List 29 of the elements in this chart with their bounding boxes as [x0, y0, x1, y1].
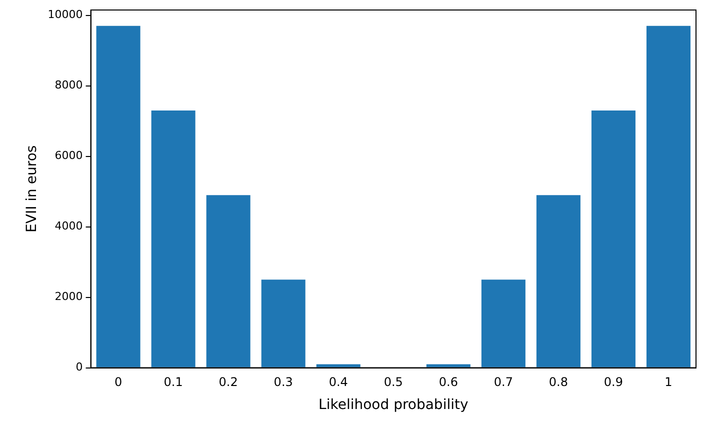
y-tick-label: 10000 — [48, 8, 83, 22]
x-tick-label: 0.8 — [548, 375, 568, 390]
y-tick-label: 6000 — [54, 149, 83, 162]
x-tick-label: 0.6 — [438, 375, 458, 390]
y-tick-label: 4000 — [54, 220, 83, 233]
x-tick-label: 0.3 — [274, 375, 293, 390]
x-tick-label: 0.9 — [604, 375, 624, 390]
x-tick-label: 0.2 — [218, 375, 238, 390]
bar — [151, 110, 196, 368]
bar — [481, 280, 526, 368]
x-tick-label: 0.7 — [494, 375, 513, 390]
bar — [591, 110, 636, 368]
bar — [536, 195, 580, 368]
bar — [261, 280, 306, 368]
x-tick-label: 0 — [114, 375, 122, 390]
x-tick-label: 1 — [664, 375, 672, 390]
bar — [206, 195, 250, 368]
y-tick-label: 2000 — [54, 290, 83, 304]
bar — [426, 364, 470, 368]
bar — [316, 364, 360, 368]
x-tick-label: 0.5 — [384, 375, 403, 390]
x-tick-label: 0.1 — [164, 375, 183, 390]
y-axis-title: EVII in euros — [24, 145, 40, 232]
x-tick-label: 0.4 — [328, 375, 348, 390]
y-tick-label: 8000 — [54, 78, 83, 92]
bar — [646, 26, 690, 368]
bar — [96, 26, 140, 368]
y-tick-label: 0 — [76, 360, 83, 374]
x-axis-title: Likelihood probability — [318, 397, 468, 414]
